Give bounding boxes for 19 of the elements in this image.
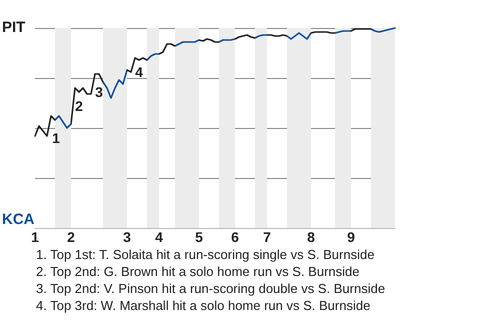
text: 2. Top 2nd: G. Brown hit a solo home run vs S. Burnside (36, 264, 360, 279)
x-tick-label: 2 (67, 229, 76, 245)
x-tick-label: 3 (123, 229, 132, 245)
x-tick-label: 1 (31, 229, 40, 245)
x-tick-label: 9 (347, 229, 356, 245)
text: 3. Top 2nd: V. Pinson hit a run-scoring double vs S. Burnside (36, 281, 386, 296)
annotation: 4 (135, 64, 144, 80)
x-tick-label: 4 (155, 229, 164, 245)
annotation: 2 (75, 98, 84, 114)
text: 4. Top 3rd: W. Marshall hit a solo home run vs S. Burnside (36, 298, 370, 313)
x-tick-label: 5 (195, 229, 204, 245)
text: 1. Top 1st: T. Solaita hit a run-scoring single vs S. Burnside (36, 247, 374, 262)
annotation: 1 (52, 130, 60, 146)
x-tick-label: 8 (307, 229, 316, 245)
x-tick-label: 7 (263, 229, 272, 245)
text: PIT (2, 19, 26, 36)
annotation: 3 (95, 84, 104, 100)
x-tick-label: 6 (231, 229, 240, 245)
text: KCA (2, 211, 35, 228)
